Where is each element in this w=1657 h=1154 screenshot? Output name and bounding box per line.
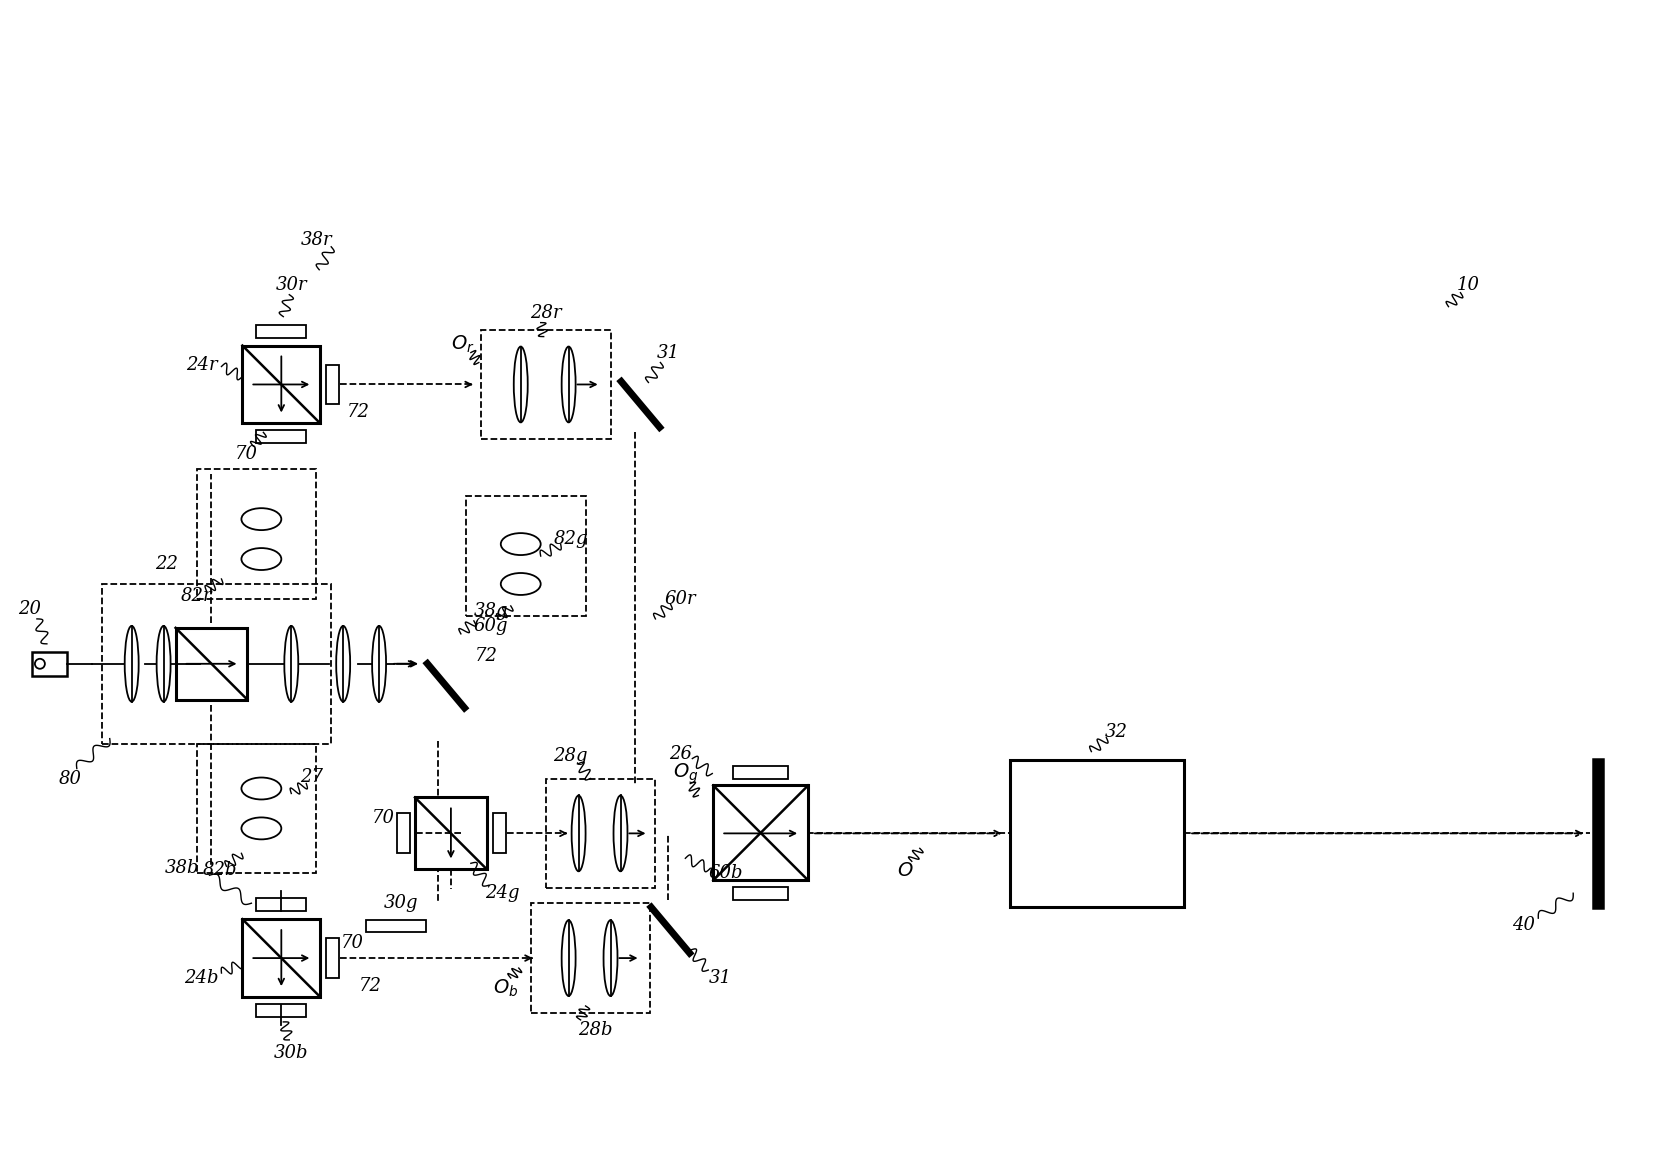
Text: 24r: 24r <box>186 355 217 374</box>
Bar <box>545 779 656 889</box>
Ellipse shape <box>242 778 282 800</box>
Text: 28b: 28b <box>578 1021 613 1039</box>
Text: 26: 26 <box>669 744 693 763</box>
Bar <box>734 887 789 900</box>
Text: 31: 31 <box>709 969 732 987</box>
Text: 72: 72 <box>346 404 370 421</box>
Ellipse shape <box>500 533 540 555</box>
Text: 60g: 60g <box>474 617 509 635</box>
Text: 28g: 28g <box>553 747 588 765</box>
Ellipse shape <box>613 795 628 871</box>
Text: 30g: 30g <box>384 894 418 912</box>
Bar <box>398 814 409 853</box>
Text: 10: 10 <box>1457 276 1480 294</box>
Text: $O$: $O$ <box>896 862 913 881</box>
Text: 82r: 82r <box>181 587 212 605</box>
Text: 20: 20 <box>18 600 41 617</box>
Text: 70: 70 <box>341 934 363 952</box>
Text: 70: 70 <box>235 445 258 463</box>
Text: $O_g$: $O_g$ <box>673 762 698 786</box>
Bar <box>530 904 651 1013</box>
Ellipse shape <box>373 625 386 702</box>
Text: 28r: 28r <box>530 304 562 322</box>
Ellipse shape <box>285 625 298 702</box>
Bar <box>492 814 505 853</box>
Text: 40: 40 <box>1511 916 1534 934</box>
Text: 38r: 38r <box>300 231 331 249</box>
Bar <box>257 430 307 443</box>
Ellipse shape <box>514 346 527 422</box>
Text: 31: 31 <box>656 344 679 361</box>
Bar <box>257 324 307 338</box>
Text: 72: 72 <box>358 977 381 995</box>
Ellipse shape <box>572 795 585 871</box>
Text: 38g: 38g <box>474 602 509 620</box>
Ellipse shape <box>242 548 282 570</box>
Text: 60r: 60r <box>664 590 696 608</box>
Bar <box>326 938 340 979</box>
Bar <box>713 786 809 881</box>
Text: 32: 32 <box>1105 722 1128 741</box>
Text: 82b: 82b <box>202 861 237 879</box>
Bar <box>481 330 610 440</box>
Text: 30r: 30r <box>275 276 307 294</box>
Bar <box>101 584 331 743</box>
Ellipse shape <box>242 508 282 530</box>
Ellipse shape <box>562 920 575 996</box>
Bar <box>366 920 426 932</box>
Ellipse shape <box>562 346 575 422</box>
Bar <box>242 920 320 997</box>
Bar <box>197 470 316 599</box>
Bar <box>31 652 66 676</box>
Ellipse shape <box>124 625 139 702</box>
Ellipse shape <box>603 920 618 996</box>
Ellipse shape <box>157 625 171 702</box>
Bar <box>734 765 789 779</box>
Ellipse shape <box>242 817 282 839</box>
Ellipse shape <box>336 625 350 702</box>
Text: 80: 80 <box>58 770 81 787</box>
Text: 38b: 38b <box>164 860 199 877</box>
Text: $O_b$: $O_b$ <box>494 977 519 998</box>
Bar <box>326 365 340 404</box>
Bar <box>466 496 585 616</box>
Bar <box>176 628 247 699</box>
Text: 24b: 24b <box>184 969 219 987</box>
Text: 82g: 82g <box>553 530 588 548</box>
Text: 22: 22 <box>156 555 177 574</box>
Ellipse shape <box>35 659 45 669</box>
Text: 27: 27 <box>300 767 323 786</box>
Bar <box>242 345 320 424</box>
Bar <box>257 898 307 912</box>
Text: 70: 70 <box>371 809 394 827</box>
Text: $O_r$: $O_r$ <box>451 334 474 355</box>
Bar <box>257 1004 307 1017</box>
Bar <box>197 743 316 874</box>
Text: 60b: 60b <box>708 864 742 883</box>
Bar <box>414 797 487 869</box>
Text: 30b: 30b <box>273 1044 308 1062</box>
Bar <box>1009 759 1185 907</box>
Text: 24g: 24g <box>486 884 520 902</box>
Ellipse shape <box>500 574 540 595</box>
Text: 72: 72 <box>474 646 497 665</box>
